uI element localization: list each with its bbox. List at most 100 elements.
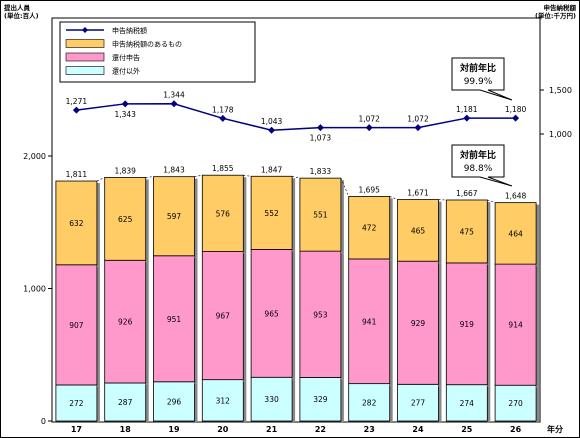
line-value-label: 1,072 xyxy=(358,115,380,124)
legend-label: 還付申告 xyxy=(112,53,140,62)
line-point xyxy=(170,100,178,108)
line-value-label: 1,344 xyxy=(163,91,185,100)
annotation-value: 98.8% xyxy=(464,164,493,174)
line-value-label: 1,073 xyxy=(310,134,332,143)
bar-value-label: 282 xyxy=(362,398,377,407)
bar-value-label: 632 xyxy=(69,219,84,228)
bar-shadow xyxy=(145,179,149,263)
bar-value-label: 277 xyxy=(411,399,426,408)
bar-value-label: 552 xyxy=(264,209,279,218)
bar-segment xyxy=(153,176,195,257)
bar-segment xyxy=(299,377,342,422)
bar-segment xyxy=(397,199,439,262)
line-value-label: 1,178 xyxy=(212,105,234,114)
line-point xyxy=(121,100,129,108)
bar-value-label: 625 xyxy=(118,215,133,224)
bar-value-label: 951 xyxy=(167,315,182,324)
line-point xyxy=(365,124,373,132)
bar-value-label: 464 xyxy=(508,229,523,238)
category-label: 26 xyxy=(510,425,522,434)
line-point xyxy=(316,124,324,132)
bar-shadow xyxy=(438,201,442,264)
bar-value-label: 475 xyxy=(460,227,475,236)
bar-value-label: 914 xyxy=(508,321,523,330)
bar-shadow xyxy=(96,386,100,423)
bar-shadow xyxy=(292,251,296,380)
left-tick-label: 1,000 xyxy=(23,285,46,294)
bar-shadow xyxy=(243,381,247,423)
bar-value-label: 926 xyxy=(118,318,133,327)
line-value-label: 1,072 xyxy=(407,115,429,124)
bar-value-label: 270 xyxy=(508,399,523,408)
bar-segment xyxy=(397,383,439,422)
bar-shadow xyxy=(536,204,540,267)
line-point xyxy=(463,114,471,122)
bar-shadow xyxy=(292,178,296,252)
right-axis-label: (単位:千万円) xyxy=(535,11,576,20)
annotation-title: 対前年比 xyxy=(459,62,496,74)
bar-segment xyxy=(104,177,147,261)
bar-segment xyxy=(250,249,293,378)
right-tick-label: 1,000 xyxy=(549,130,572,139)
bar-segment xyxy=(250,175,293,250)
bar-value-label: 597 xyxy=(167,212,182,221)
bar-shadow xyxy=(194,257,198,384)
line-value-label: 1,180 xyxy=(505,105,527,114)
bar-shadow xyxy=(389,385,393,423)
bar-shadow xyxy=(96,183,100,267)
bar-total-label: 1,839 xyxy=(114,166,136,175)
line-point xyxy=(219,114,227,122)
bar-total-label: 1,833 xyxy=(310,167,332,176)
bar-value-label: 919 xyxy=(460,320,475,329)
bar-value-label: 967 xyxy=(216,312,231,321)
bar-shadow xyxy=(243,253,247,382)
bar-segment xyxy=(299,177,342,252)
bar-total-label: 1,667 xyxy=(456,189,478,198)
bar-value-label: 465 xyxy=(411,226,426,235)
bar-value-label: 274 xyxy=(460,399,475,408)
bar-value-label: 576 xyxy=(216,209,231,218)
legend-line-marker xyxy=(82,27,88,33)
line-point xyxy=(72,106,80,114)
plot-area xyxy=(51,17,541,423)
bar-value-label: 941 xyxy=(362,317,377,326)
annotation-box xyxy=(451,57,513,101)
category-label: 24 xyxy=(412,425,424,434)
annotation-box xyxy=(451,144,513,187)
annotation-value: 99.9% xyxy=(464,77,493,87)
bar-shadow xyxy=(389,198,393,261)
bar-shadow xyxy=(536,387,540,423)
category-label: 22 xyxy=(315,425,326,434)
bar-value-label: 330 xyxy=(264,395,279,404)
line-value-label: 1,181 xyxy=(456,105,478,114)
right-axis-label: 申告納税額 xyxy=(544,3,577,12)
bar-value-label: 272 xyxy=(69,399,84,408)
bar-shadow xyxy=(340,253,344,380)
bar-segment xyxy=(445,262,488,386)
bar-connector xyxy=(340,178,349,197)
category-label: 19 xyxy=(168,425,180,434)
bar-segment xyxy=(55,384,98,422)
category-label: 20 xyxy=(217,425,229,434)
bar-segment xyxy=(445,199,488,264)
bar-value-label: 296 xyxy=(167,397,182,406)
bar-value-label: 472 xyxy=(362,224,377,233)
bar-shadow xyxy=(96,266,100,387)
bar-segment xyxy=(494,384,537,422)
bar-segment xyxy=(201,251,244,381)
line-series xyxy=(76,102,516,131)
legend-swatch xyxy=(65,39,105,48)
bar-connector xyxy=(292,175,300,179)
bar-shadow xyxy=(243,177,247,254)
bar-shadow xyxy=(438,386,442,423)
bar-segment xyxy=(348,258,391,385)
left-axis-label: 提出人員 xyxy=(4,3,31,12)
legend-swatch xyxy=(65,52,105,62)
bar-segment xyxy=(494,202,537,265)
bar-value-label: 965 xyxy=(264,309,279,318)
bar-total-label: 1,695 xyxy=(358,185,380,194)
line-value-label: 1,271 xyxy=(66,97,88,106)
bar-total-label: 1,847 xyxy=(261,165,283,174)
bar-value-label: 312 xyxy=(216,396,231,405)
